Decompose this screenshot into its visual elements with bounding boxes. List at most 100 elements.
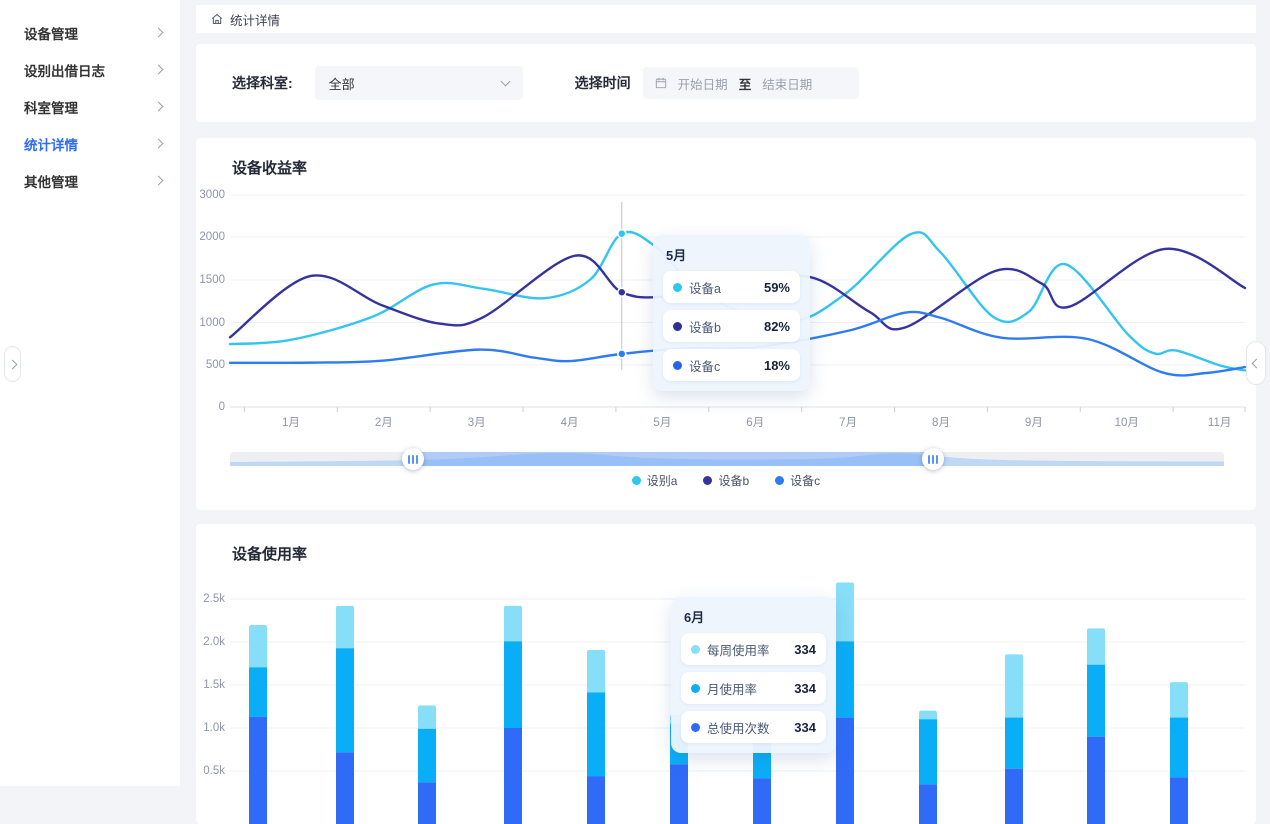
bar-segment-weekly[interactable] <box>836 582 854 645</box>
usage-chart-title: 设备使用率 <box>232 546 308 563</box>
legend-label: 设别a <box>646 474 678 488</box>
y-axis-tick-label: 1500 <box>199 274 225 286</box>
bar-segment-monthly[interactable] <box>587 692 605 777</box>
bar-segment-total[interactable] <box>1170 777 1188 824</box>
bar-segment-total[interactable] <box>753 778 771 824</box>
tooltip-row: 总使用次数 334 <box>681 711 826 743</box>
tooltip-title: 6月 <box>684 610 705 625</box>
bar-segment-weekly[interactable] <box>1170 682 1188 721</box>
bar-segment-monthly[interactable] <box>504 641 522 728</box>
sidebar-item-0[interactable]: 设备管理 <box>0 14 180 51</box>
tooltip-row: 设备b 82% <box>663 310 800 342</box>
y-axis-tick-label: 1000 <box>199 316 225 329</box>
x-axis-tick-label: 6月 <box>746 417 765 429</box>
chevron-down-icon <box>500 76 511 86</box>
bar-segment-total[interactable] <box>1087 736 1105 824</box>
bar-segment-weekly[interactable] <box>418 705 436 732</box>
bar-segment-weekly[interactable] <box>1087 628 1105 668</box>
end-date-input[interactable]: 结束日期 <box>762 77 813 92</box>
tooltip-series-label: 设备c <box>689 359 721 374</box>
revenue-legend: 设别a 设备b 设备c <box>196 472 1256 489</box>
y-axis-tick-label: 2000 <box>199 231 225 243</box>
tooltip-series-value: 334 <box>794 680 816 696</box>
sidebar-item-2[interactable]: 科室管理 <box>0 88 180 125</box>
y-axis-tick-label: 1.0k <box>203 722 225 734</box>
tooltip-series-label: 设备b <box>689 320 721 335</box>
bar-segment-monthly[interactable] <box>1005 717 1023 769</box>
y-axis-tick-label: 2.5k <box>203 593 225 605</box>
sidebar-item-3[interactable]: 统计详情 <box>0 125 180 162</box>
home-icon <box>210 12 224 26</box>
bar-segment-total[interactable] <box>1005 768 1023 824</box>
x-axis-tick-label: 4月 <box>560 417 579 429</box>
bar-segment-total[interactable] <box>919 784 937 824</box>
legend-item-1[interactable]: 设备b <box>703 472 749 489</box>
department-filter-label: 选择科室: <box>232 75 293 91</box>
sidebar-item-label: 设别出借日志 <box>24 63 105 79</box>
tooltip-row: 月使用率 334 <box>681 672 826 704</box>
panel-collapse-button[interactable] <box>1246 341 1266 385</box>
hover-dot-series-2 <box>617 349 627 359</box>
bar-segment-total[interactable] <box>670 764 688 824</box>
sidebar-item-label: 其他管理 <box>24 174 78 190</box>
tooltip-row: 每周使用率 334 <box>681 633 826 665</box>
series-dot-icon <box>691 644 700 654</box>
bar-segment-total[interactable] <box>504 728 522 824</box>
bar-segment-monthly[interactable] <box>919 719 937 785</box>
bar-segment-monthly[interactable] <box>249 667 267 717</box>
legend-item-0[interactable]: 设别a <box>631 472 678 489</box>
hover-dot-series-1 <box>617 287 627 297</box>
chevron-right-icon <box>153 138 164 149</box>
tooltip-series-value: 18% <box>763 357 790 373</box>
x-axis-tick-label: 5月 <box>653 417 672 429</box>
datazoom-handle-left[interactable] <box>401 448 424 470</box>
tooltip-series-value: 59% <box>763 279 790 295</box>
datazoom-selected-range[interactable] <box>412 452 933 466</box>
department-select[interactable]: 全部 <box>314 66 523 100</box>
datazoom-preview-wave <box>230 452 1224 466</box>
bar-segment-total[interactable] <box>336 752 354 824</box>
bar-segment-monthly[interactable] <box>1170 717 1188 778</box>
chevron-right-icon <box>153 101 164 112</box>
breadcrumb-item[interactable]: 统计详情 <box>230 13 281 28</box>
tooltip-series-label: 月使用率 <box>707 682 758 697</box>
bar-segment-total[interactable] <box>249 716 267 824</box>
time-filter-label: 选择时间 <box>574 75 631 91</box>
bar-segment-monthly[interactable] <box>336 648 354 753</box>
calendar-icon <box>655 77 667 89</box>
bar-segment-monthly[interactable] <box>836 641 854 718</box>
bar-segment-weekly[interactable] <box>336 605 354 652</box>
bar-segment-total[interactable] <box>418 782 436 824</box>
legend-item-2[interactable]: 设备c <box>775 472 820 489</box>
series-dot-icon <box>691 722 700 732</box>
start-date-input[interactable]: 开始日期 <box>677 77 728 92</box>
date-range-picker[interactable]: 开始日期 至 结束日期 <box>642 67 859 99</box>
bar-segment-weekly[interactable] <box>587 650 605 696</box>
bar-segment-monthly[interactable] <box>1087 664 1105 737</box>
tooltip-title: 5月 <box>666 248 687 263</box>
sidebar-item-4[interactable]: 其他管理 <box>0 162 180 199</box>
y-axis-tick-label: 0.5k <box>203 765 225 777</box>
sidebar-expand-button[interactable] <box>4 346 21 382</box>
datazoom-handle-right[interactable] <box>921 448 944 470</box>
bar-segment-total[interactable] <box>587 776 605 824</box>
chevron-right-icon <box>7 359 18 369</box>
sidebar-item-1[interactable]: 设别出借日志 <box>0 51 180 88</box>
usage-chart-card: 设备使用率 6月 每周使用率 334 月使用率 334 总使用次数 334 2.5k 2.0k… <box>196 524 1256 824</box>
x-axis-tick-label: 7月 <box>839 417 858 429</box>
legend-dot-icon <box>775 476 785 485</box>
tooltip-series-value: 334 <box>794 641 816 657</box>
x-axis-tick-label: 10月 <box>1114 417 1139 429</box>
x-axis-tick-label: 9月 <box>1024 417 1043 429</box>
bar-segment-weekly[interactable] <box>249 624 267 671</box>
bar-segment-monthly[interactable] <box>418 728 436 783</box>
legend-label: 设备c <box>790 474 821 488</box>
bar-segment-total[interactable] <box>836 717 854 824</box>
legend-dot-icon <box>703 476 713 485</box>
bar-segment-weekly[interactable] <box>1005 654 1023 721</box>
bar-segment-weekly[interactable] <box>504 605 522 645</box>
y-axis-tick-label: 500 <box>205 359 225 371</box>
x-axis-tick-label: 8月 <box>932 417 950 429</box>
usage-tooltip: 6月每周使用率 334 月使用率 334 总使用次数 334 <box>671 597 836 753</box>
